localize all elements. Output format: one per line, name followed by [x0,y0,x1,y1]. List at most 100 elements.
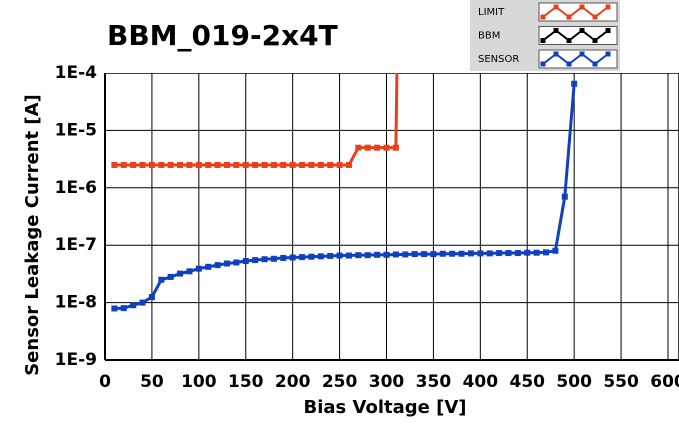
legend-label: SENSOR [478,54,519,65]
y-tick-label: 1E-7 [55,235,97,255]
legend-marker [579,28,585,33]
data-point [364,252,371,259]
data-point [374,251,381,258]
data-point [327,252,334,259]
data-point [308,161,315,168]
data-point [467,250,474,257]
data-point [252,257,259,264]
y-axis-label: Sensor Leakage Current [A] [22,94,43,376]
x-tick-label: 400 [463,372,499,392]
data-point [223,161,230,168]
data-point [233,161,240,168]
x-tick-label: 350 [416,372,452,392]
data-point [345,161,352,168]
data-point [148,294,155,301]
data-point [205,161,212,168]
data-point [355,252,362,259]
data-point [177,270,184,277]
legend-marker [566,14,572,20]
x-tick-label: 100 [181,372,217,392]
data-point [505,250,512,257]
data-point [317,253,324,260]
legend-marker [592,38,598,43]
data-point [252,161,259,168]
data-point [167,161,174,168]
data-point [167,273,174,280]
x-tick-label: 300 [369,372,405,392]
legend-marker [579,51,585,57]
legend-marker [605,28,611,33]
data-point [299,161,306,168]
data-point [524,249,531,256]
legend-label: LIMIT [478,7,505,18]
data-point [186,161,193,168]
y-tick-label: 1E-8 [55,293,97,313]
data-point [421,251,428,258]
data-point [261,161,268,168]
y-tick-label: 1E-6 [55,178,97,198]
plot-background [105,73,679,360]
data-point [458,250,465,257]
y-tick-label: 1E-9 [55,350,97,370]
legend-marker [553,4,559,10]
data-point [533,249,540,256]
data-point [496,250,503,257]
y-tick-label: 1E-5 [55,120,97,140]
data-point [571,80,578,87]
plot-area [105,73,679,360]
data-point [374,144,381,151]
data-point [355,144,362,151]
data-point [111,305,118,312]
data-point [552,247,559,254]
data-point [383,251,390,258]
data-point [543,249,550,256]
data-point [242,258,249,265]
legend-marker [566,61,572,67]
data-point [186,268,193,275]
legend-marker [579,4,585,10]
data-point [439,250,446,257]
data-point [195,265,202,272]
data-point [158,276,165,283]
data-point [261,256,268,263]
data-point [158,161,165,168]
chart-title: BBM_019-2x4T [107,19,338,52]
legend-marker [592,61,598,67]
legend-marker [592,14,598,20]
x-tick-label: 150 [228,372,264,392]
data-point [130,161,137,168]
data-point [214,262,221,269]
legend-marker [540,14,546,20]
x-tick-label: 200 [275,372,311,392]
data-point [289,161,296,168]
data-point [177,161,184,168]
data-point [345,252,352,259]
legend-marker [566,38,572,43]
data-point [148,161,155,168]
legend-marker [553,28,559,33]
x-tick-label: 0 [99,372,111,392]
legend-marker [540,61,546,67]
legend-label: BBM [478,31,500,42]
data-point [120,305,127,312]
data-point [130,302,137,309]
data-point [111,161,118,168]
data-point [139,161,146,168]
data-point [514,250,521,257]
x-tick-label: 450 [510,372,546,392]
legend-marker [553,51,559,57]
y-tick-label: 1E-4 [55,63,97,83]
x-tick-label: 500 [556,372,592,392]
x-axis-label: Bias Voltage [V] [304,397,467,418]
data-point [299,254,306,261]
data-point [139,299,146,306]
x-tick-label: 250 [322,372,358,392]
data-point [392,251,399,258]
data-point [280,161,287,168]
data-point [233,259,240,266]
data-point [308,253,315,260]
data-point [477,250,484,257]
data-point [383,144,390,151]
